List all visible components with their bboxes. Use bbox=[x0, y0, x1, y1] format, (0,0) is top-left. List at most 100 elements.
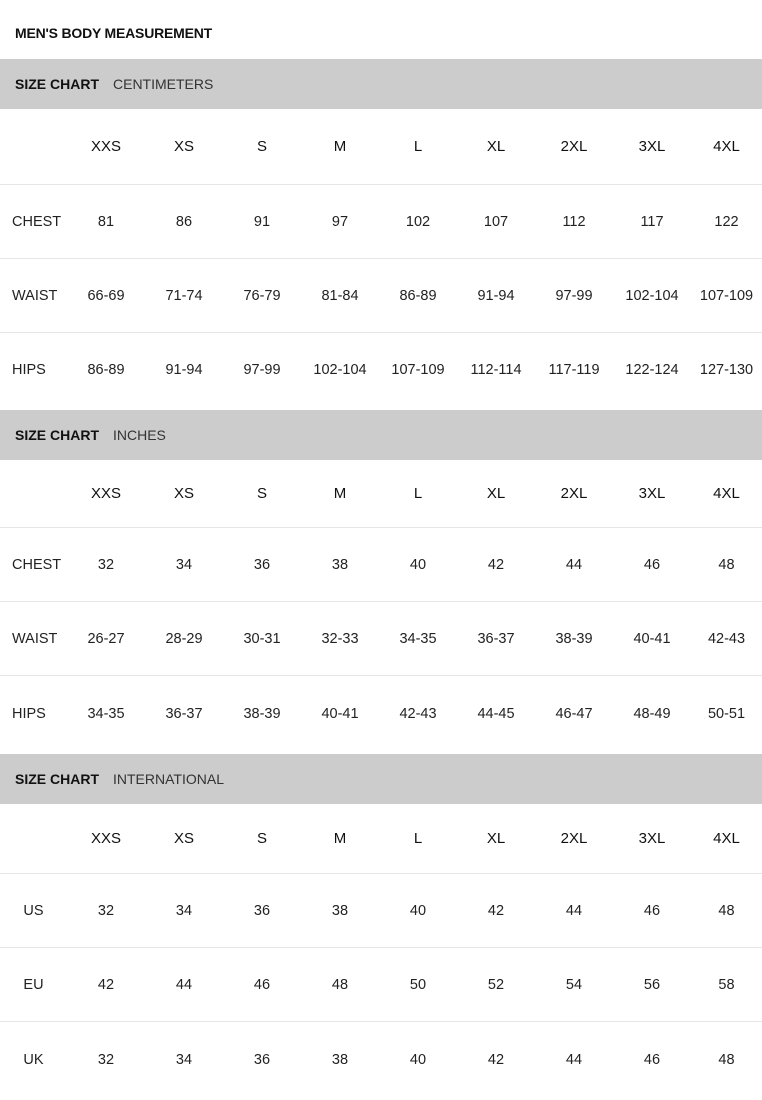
size-header: M bbox=[333, 138, 347, 155]
row-label: WAIST bbox=[12, 287, 58, 304]
size-table-international: SIZE CHART INTERNATIONAL XXS XS S M L XL 2XL 3XL… bbox=[0, 754, 762, 1097]
table-cell: 102 bbox=[405, 213, 431, 230]
size-header-row: XXS XS S M L XL 2XL 3XL 4XL bbox=[0, 460, 762, 528]
table-row: CHEST 81 86 91 97 102 107 112 117 122 bbox=[0, 185, 762, 259]
table-cell: 44 bbox=[565, 902, 583, 919]
table-cell: 26-27 bbox=[87, 630, 125, 647]
table-cell: 38-39 bbox=[555, 630, 593, 647]
table-cell: 44 bbox=[565, 556, 583, 573]
table-cell: 117-119 bbox=[548, 362, 600, 378]
table-cell: 127-130 bbox=[699, 362, 754, 378]
table-cell: 66-69 bbox=[87, 287, 125, 304]
row-label: HIPS bbox=[12, 705, 46, 722]
row-label: HIPS bbox=[12, 362, 46, 378]
table-cell: 36 bbox=[253, 556, 271, 573]
table-cell: 50-51 bbox=[707, 705, 746, 722]
table-cell: 42 bbox=[487, 1051, 505, 1068]
table-cell: 97-99 bbox=[243, 362, 281, 378]
size-header: 3XL bbox=[638, 485, 666, 502]
table-cell: 32-33 bbox=[321, 630, 359, 647]
table-cell: 56 bbox=[643, 976, 661, 993]
section-label: SIZE CHART bbox=[15, 76, 99, 92]
row-label: US bbox=[23, 902, 44, 919]
size-header: 4XL bbox=[713, 830, 740, 847]
size-header: XL bbox=[486, 485, 506, 502]
row-label: UK bbox=[23, 1051, 44, 1068]
table-cell: 32 bbox=[97, 556, 115, 573]
table-cell: 81 bbox=[97, 213, 115, 230]
table-row: WAIST 66-69 71-74 76-79 81-84 86-89 91-94 97-99… bbox=[0, 259, 762, 333]
table-row: UK 32 34 36 38 40 42 44 46 48 bbox=[0, 1022, 762, 1097]
size-header: L bbox=[413, 830, 423, 847]
table-cell: 46 bbox=[643, 1051, 661, 1068]
size-header: XS bbox=[173, 138, 194, 155]
table-cell: 40 bbox=[409, 556, 427, 573]
table-cell: 44 bbox=[565, 1051, 583, 1068]
table-cell: 50 bbox=[409, 976, 427, 993]
size-header: XL bbox=[486, 830, 506, 847]
size-header: 4XL bbox=[713, 138, 740, 155]
size-header: L bbox=[413, 485, 423, 502]
row-label: EU bbox=[23, 976, 44, 993]
table-cell: 102-104 bbox=[625, 287, 679, 304]
table-cell: 76-79 bbox=[243, 287, 281, 304]
size-header-row: XXS XS S M L XL 2XL 3XL 4XL bbox=[0, 804, 762, 874]
size-header: M bbox=[333, 830, 347, 847]
table-cell: 40 bbox=[409, 1051, 427, 1068]
table-cell: 91 bbox=[253, 213, 271, 230]
table-cell: 46 bbox=[643, 902, 661, 919]
table-cell: 46-47 bbox=[555, 705, 593, 722]
table-cell: 86-89 bbox=[87, 362, 125, 378]
table-cell: 107-109 bbox=[391, 362, 445, 378]
table-cell: 34 bbox=[175, 1051, 193, 1068]
table-cell: 34-35 bbox=[399, 630, 437, 647]
table-cell: 97 bbox=[331, 213, 349, 230]
table-cell: 38-39 bbox=[243, 705, 281, 722]
table-row: HIPS 86-89 91-94 97-99 102-104 107-109 112-114… bbox=[0, 333, 762, 407]
table-cell: 91-94 bbox=[165, 362, 203, 378]
table-cell: 112 bbox=[562, 213, 586, 230]
size-header: S bbox=[256, 485, 267, 502]
table-cell: 52 bbox=[487, 976, 505, 993]
table-cell: 38 bbox=[331, 1051, 349, 1068]
table-cell: 42-43 bbox=[399, 705, 437, 722]
table-cell: 28-29 bbox=[165, 630, 203, 647]
table-cell: 42 bbox=[487, 902, 505, 919]
table-row: HIPS 34-35 36-37 38-39 40-41 42-43 44-45 46-47 4… bbox=[0, 676, 762, 751]
table-cell: 32 bbox=[97, 1051, 115, 1068]
row-label: CHEST bbox=[12, 556, 62, 573]
section-unit: INTERNATIONAL bbox=[113, 771, 224, 787]
table-cell: 48-49 bbox=[633, 705, 671, 722]
table-cell: 117 bbox=[640, 213, 664, 230]
table-cell: 36-37 bbox=[477, 630, 515, 647]
table-cell: 40-41 bbox=[321, 705, 359, 722]
table-cell: 58 bbox=[718, 976, 735, 993]
table-cell: 42-43 bbox=[707, 630, 746, 647]
table-cell: 34-35 bbox=[87, 705, 125, 722]
table-cell: 46 bbox=[253, 976, 271, 993]
table-cell: 36 bbox=[253, 902, 271, 919]
section-unit: INCHES bbox=[113, 427, 166, 443]
size-header: L bbox=[413, 138, 423, 155]
section-header: SIZE CHART INTERNATIONAL bbox=[0, 754, 762, 804]
table-cell: 38 bbox=[331, 556, 349, 573]
table-cell: 34 bbox=[175, 556, 193, 573]
section-header: SIZE CHART CENTIMETERS bbox=[0, 59, 762, 109]
table-cell: 81-84 bbox=[321, 287, 359, 304]
table-cell: 36 bbox=[253, 1051, 271, 1068]
table-cell: 42 bbox=[97, 976, 115, 993]
table-cell: 71-74 bbox=[165, 287, 203, 304]
table-cell: 44-45 bbox=[477, 705, 515, 722]
size-header: 3XL bbox=[638, 830, 666, 847]
size-header: 2XL bbox=[560, 485, 588, 502]
table-row: US 32 34 36 38 40 42 44 46 48 bbox=[0, 874, 762, 948]
table-cell: 48 bbox=[718, 1051, 735, 1068]
table-cell: 38 bbox=[331, 902, 349, 919]
size-header: S bbox=[256, 138, 267, 155]
row-label: WAIST bbox=[12, 630, 58, 647]
table-cell: 42 bbox=[487, 556, 505, 573]
table-cell: 86 bbox=[175, 213, 193, 230]
section-label: SIZE CHART bbox=[15, 427, 99, 443]
size-header: XXS bbox=[90, 138, 121, 155]
table-cell: 40-41 bbox=[633, 630, 671, 647]
